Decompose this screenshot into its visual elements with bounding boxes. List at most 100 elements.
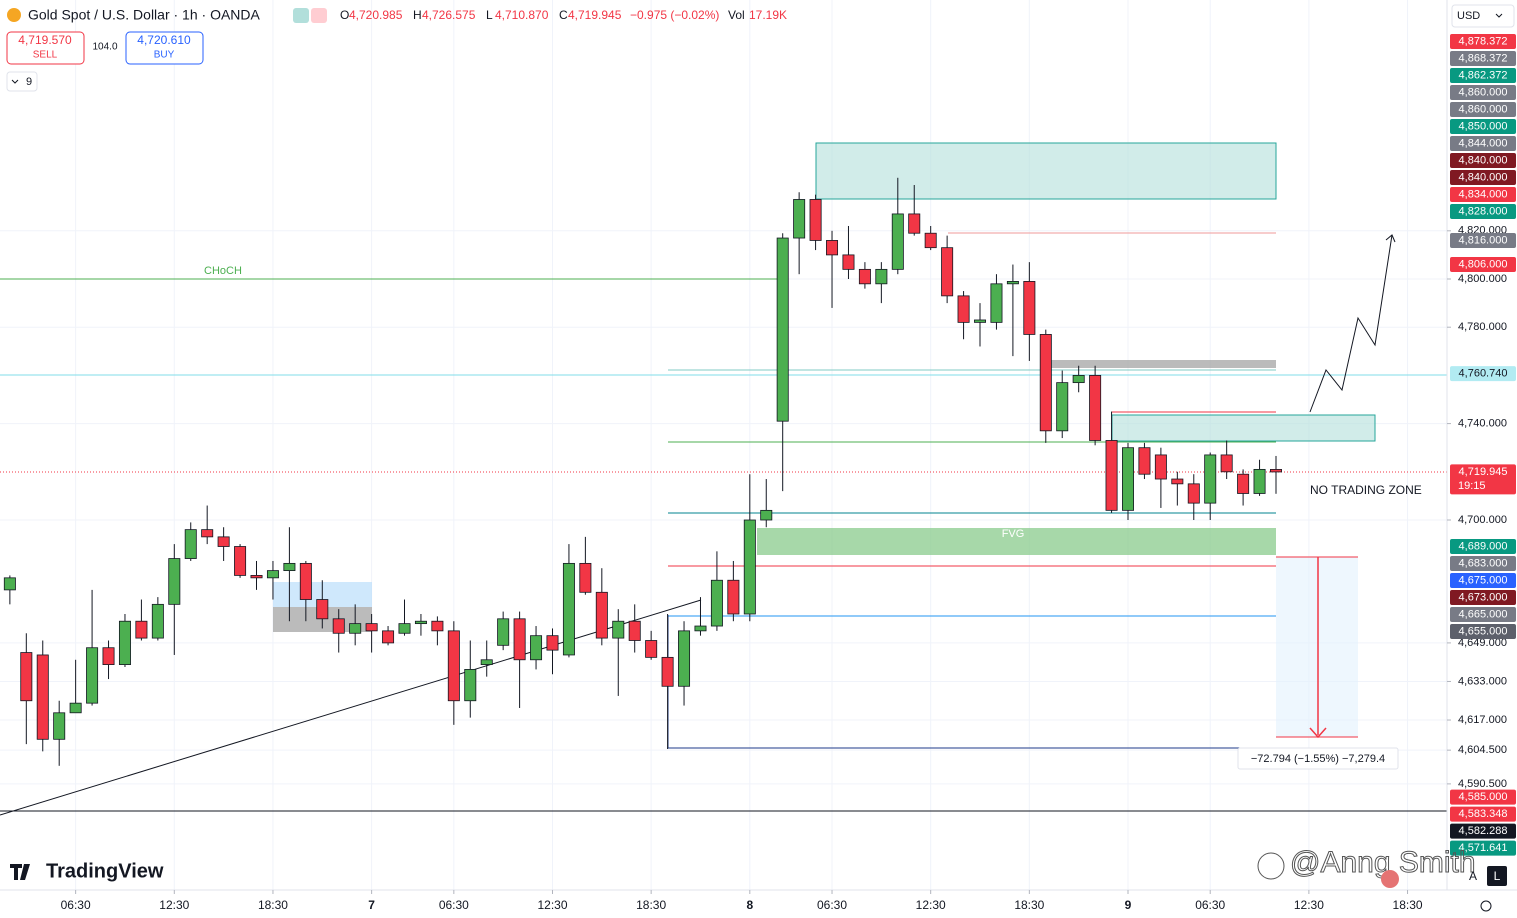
projection-head: [1385, 234, 1396, 243]
chevron: [11, 79, 19, 84]
settings-icon[interactable]: [1480, 900, 1492, 912]
price-badge: [1450, 539, 1516, 555]
price-badge-label: 4,862.372: [1459, 69, 1508, 81]
candle-down: [1039, 334, 1052, 432]
price-badge-label: 4,860.000: [1459, 86, 1508, 98]
auto-scale[interactable]: A: [1469, 869, 1477, 883]
price-badge-label: 4,840.000: [1459, 154, 1508, 166]
x-tick-label: 12:30: [916, 898, 946, 912]
candle-up: [891, 213, 904, 270]
price-badge: [1450, 34, 1516, 50]
candle-down: [201, 529, 214, 538]
price-badge-label: 4,673.000: [1459, 591, 1508, 603]
price-badge: [1450, 607, 1516, 623]
candle-down: [365, 623, 378, 632]
price-badge: [1450, 556, 1516, 572]
price-badge: [1450, 232, 1516, 248]
candle-up: [184, 529, 197, 559]
price-badge-label: 4,585.000: [1459, 791, 1508, 803]
sell-button[interactable]: [6, 31, 85, 65]
y-tick-label: 4,617.000: [1458, 714, 1507, 726]
log-button[interactable]: [1487, 866, 1507, 886]
candle-up: [974, 319, 987, 323]
chevron: [1495, 13, 1503, 18]
y-tick-label: 4,590.500: [1458, 778, 1507, 790]
x-tick-label: 18:30: [636, 898, 666, 912]
candle-up: [1204, 454, 1217, 504]
candle-down: [579, 562, 592, 593]
symbol-title: Gold Spot / U.S. Dollar · 1h · OANDA: [28, 7, 261, 23]
indicator-toggle[interactable]: [6, 71, 38, 92]
tv-logo: TradingView: [46, 860, 164, 882]
candle-down: [1220, 454, 1233, 473]
candle-up: [414, 620, 427, 625]
volume-value: 17.19K: [749, 8, 787, 22]
price-badge: [1450, 624, 1516, 640]
candle-up: [1122, 447, 1134, 511]
price-badge: [1450, 68, 1516, 84]
currency: USD: [1457, 10, 1480, 22]
measure-area: [1276, 557, 1358, 737]
fvg-zone: [757, 528, 1276, 555]
candle-up: [168, 558, 181, 605]
candle-up: [678, 630, 691, 687]
ohlc-key: O: [340, 8, 349, 22]
candle-down: [842, 254, 855, 270]
price-badge-label: 4,760.740: [1459, 368, 1508, 380]
candle-up: [118, 620, 131, 665]
buy-label: BUY: [154, 50, 175, 61]
price-badge: [1450, 789, 1516, 805]
time-axis: 06:30 12:30 18:30 7 06:30 12:30 18:30 8 06:30 12:…: [61, 890, 1423, 912]
candle-down: [595, 591, 608, 639]
x-tick-label: 8: [746, 898, 753, 912]
currency-select[interactable]: [1451, 4, 1515, 28]
log-scale: L: [1494, 869, 1501, 883]
y-tick-label: 4,604.500: [1458, 744, 1507, 756]
price-badge: [1450, 51, 1516, 67]
candle-down: [908, 213, 921, 234]
candle-down: [36, 654, 49, 740]
ohlc-key: C: [559, 8, 568, 22]
ohlc-value: 4,719.945: [568, 8, 622, 22]
candle-down: [941, 247, 954, 297]
ohlc-value: 4,720.985: [349, 8, 403, 22]
choch-label: CHoCH: [204, 265, 242, 277]
price-badge-label: 4,860.000: [1459, 103, 1508, 115]
candle-down: [957, 295, 970, 323]
candle-down: [332, 618, 345, 634]
candle-down: [1171, 478, 1184, 485]
change: −0.975 (−0.02%): [630, 8, 719, 22]
countdown: 19:15: [1458, 480, 1486, 492]
candle-up: [497, 618, 510, 646]
price-badge: [1450, 590, 1516, 606]
x-tick-label: 18:30: [1393, 898, 1423, 912]
price-badge: [1450, 366, 1516, 382]
candle-down: [546, 635, 559, 651]
candle-down: [217, 536, 230, 547]
candle-down: [1105, 440, 1118, 511]
candle-up: [1006, 281, 1019, 285]
price-badge: [1450, 257, 1516, 273]
price-badge-label: 4,878.372: [1459, 35, 1508, 47]
x-tick-label: 12:30: [159, 898, 189, 912]
x-tick-label: 7: [368, 898, 375, 912]
price-badge: [1450, 187, 1516, 203]
spread: 104.0: [92, 42, 117, 53]
candle-down: [316, 599, 329, 620]
fvg-label: FVG: [1149, 351, 1172, 363]
candle-up: [793, 199, 806, 239]
price-badge: [1450, 85, 1516, 101]
x-tick-label: 18:30: [258, 898, 288, 912]
candle-down: [447, 630, 460, 702]
candle-down: [1138, 447, 1151, 475]
candle-up: [776, 237, 789, 422]
buy-button[interactable]: [125, 31, 204, 65]
status-icon: [311, 8, 327, 23]
candle-down: [628, 620, 641, 641]
candle-down: [382, 630, 395, 644]
ohlc-header: O 4,720.985 H 4,726.575 L 4,710.870 C 4,719.945…: [340, 8, 787, 22]
candle-up: [266, 570, 279, 579]
candle-down: [1237, 473, 1250, 494]
candle-down: [234, 546, 247, 576]
